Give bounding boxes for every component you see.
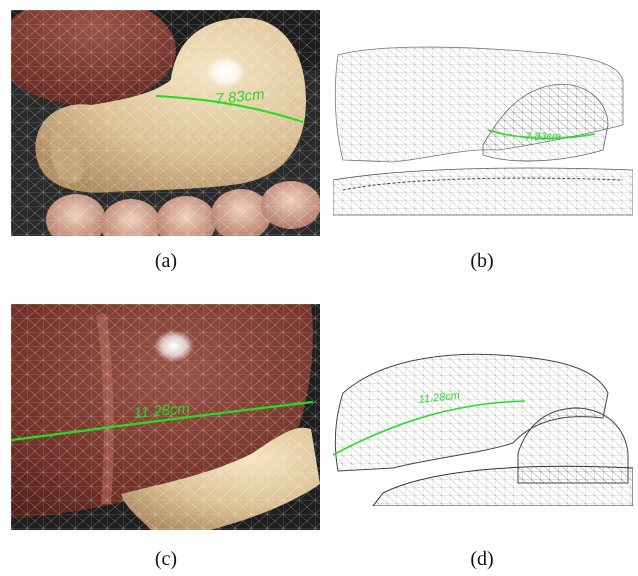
measurement-label-c: 11.28cm — [133, 400, 191, 422]
measure-line-d — [333, 400, 526, 456]
measure-line-a — [155, 95, 304, 123]
point-cloud-stomach — [517, 407, 629, 484]
panel-a-image: 7.83cm — [11, 10, 320, 236]
measurement-label-d: 11.28cm — [418, 390, 460, 406]
caption-d: (d) — [470, 548, 494, 570]
measurement-label-a: 7.83cm — [215, 86, 266, 108]
panel-d: 11.28cm — [333, 343, 633, 506]
point-cloud-intestine — [372, 465, 633, 506]
measure-line-b — [487, 129, 596, 140]
measure-line-c — [11, 400, 314, 442]
point-cloud-stomach — [482, 83, 609, 162]
panel-c: 11.28cm — [11, 304, 320, 530]
caption-c: (c) — [154, 548, 178, 570]
panel-a: 7.83cm — [11, 10, 320, 236]
panel-c-image: 11.28cm — [11, 304, 320, 530]
panel-b-image: 7.83cm — [333, 40, 633, 220]
point-cloud-intestine — [333, 167, 633, 216]
measurement-label-b: 7.83cm — [525, 131, 561, 143]
panel-d-image: 11.28cm — [333, 343, 633, 506]
caption-a: (a) — [154, 250, 178, 272]
panel-b: 7.83cm — [333, 40, 633, 220]
caption-b: (b) — [470, 250, 494, 272]
